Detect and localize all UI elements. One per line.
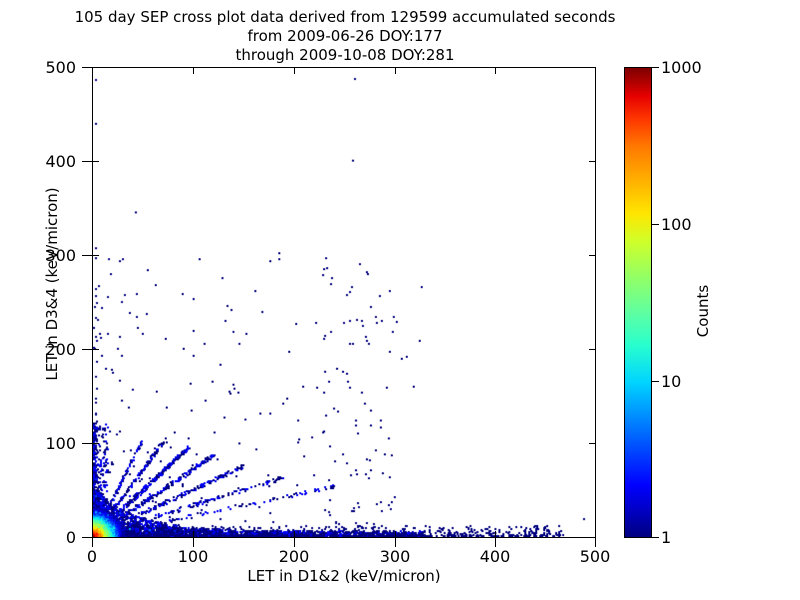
- y-tick-right-300: [589, 255, 596, 257]
- title-line-1: 105 day SEP cross plot data derived from…: [74, 8, 616, 26]
- colorbar-label-1000: 1000: [661, 58, 702, 77]
- x-tick-top-400: [495, 67, 497, 74]
- y-tick-label-100: 100: [45, 434, 76, 453]
- x-tick-label-400: 400: [479, 547, 511, 566]
- colorbar-tick-10: [652, 381, 659, 383]
- x-tick-label-300: 300: [379, 547, 411, 566]
- x-tick-label-100: 100: [177, 547, 209, 566]
- x-tick-300: [395, 538, 397, 547]
- x-tick-top-100: [193, 67, 195, 74]
- y-tick-right-100: [589, 443, 596, 445]
- colorbar-label-1: 1: [661, 528, 672, 547]
- x-tick-inner-100: [193, 531, 195, 538]
- y-tick-label-200: 200: [45, 340, 76, 359]
- y-tick-0: [82, 537, 92, 539]
- y-tick-label-300: 300: [45, 246, 76, 265]
- y-tick-inner-300: [92, 255, 99, 257]
- x-tick-0: [92, 538, 94, 547]
- colorbar: [624, 67, 652, 538]
- colorbar-label-100: 100: [661, 215, 692, 234]
- x-tick-label-500: 500: [579, 547, 611, 566]
- title-line-3: through 2009-10-08 DOY:281: [235, 46, 455, 64]
- y-axis-title: LET in D3&4 (keV/micron): [43, 187, 61, 381]
- x-tick-200: [294, 538, 296, 547]
- x-tick-top-200: [294, 67, 296, 74]
- y-tick-label-0: 0: [65, 528, 76, 547]
- x-tick-100: [193, 538, 195, 547]
- y-tick-200: [82, 349, 92, 351]
- colorbar-label-10: 10: [661, 372, 682, 391]
- x-tick-inner-200: [294, 531, 296, 538]
- colorbar-gradient: [624, 67, 652, 538]
- y-tick-inner-400: [92, 161, 99, 163]
- x-tick-inner-300: [395, 531, 397, 538]
- y-tick-400: [82, 161, 92, 163]
- x-tick-500: [595, 538, 597, 547]
- y-tick-label-400: 400: [45, 152, 76, 171]
- colorbar-tick-1000: [652, 67, 659, 69]
- x-tick-400: [495, 538, 497, 547]
- colorbar-tick-1: [652, 537, 659, 539]
- x-tick-label-0: 0: [86, 547, 98, 566]
- y-tick-label-500: 500: [45, 58, 76, 77]
- figure-title: 105 day SEP cross plot data derived from…: [0, 8, 690, 65]
- y-tick-right-400: [589, 161, 596, 163]
- y-tick-inner-200: [92, 349, 99, 351]
- y-tick-100: [82, 443, 92, 445]
- x-tick-top-300: [395, 67, 397, 74]
- x-tick-inner-400: [495, 531, 497, 538]
- scatter-data-canvas: [93, 68, 595, 537]
- y-tick-right-200: [589, 349, 596, 351]
- colorbar-title: Counts: [694, 284, 712, 338]
- x-axis-title: LET in D1&2 (keV/micron): [247, 567, 441, 585]
- y-tick-inner-100: [92, 443, 99, 445]
- y-tick-300: [82, 255, 92, 257]
- x-tick-label-200: 200: [278, 547, 310, 566]
- title-line-2: from 2009-06-26 DOY:177: [247, 27, 443, 45]
- colorbar-tick-100: [652, 224, 659, 226]
- plot-area: [92, 67, 596, 538]
- y-tick-500: [82, 67, 92, 69]
